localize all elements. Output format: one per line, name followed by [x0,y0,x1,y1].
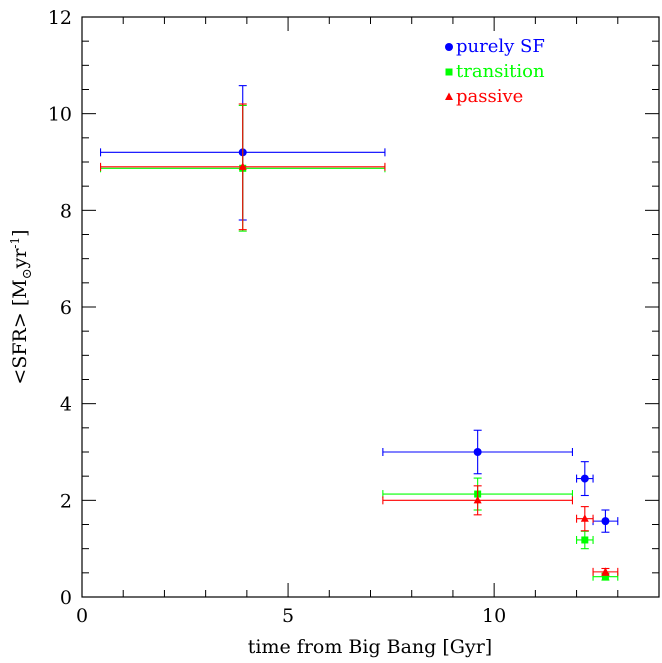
y-axis-title-close: ] [9,229,31,236]
data-marks [99,85,619,581]
legend-item-passive: passive [445,86,523,107]
series-passive [99,103,619,576]
y-tick-label: 8 [60,200,72,222]
plot-frame [81,16,660,598]
series-transition [99,104,619,581]
data-point-transition [576,530,594,550]
y-tick-label: 10 [48,104,72,126]
legend-item-transition: transition [445,61,545,82]
legend-label: purely SF [456,36,545,57]
legend-marker [445,43,453,51]
series-purely-sf [99,85,619,533]
x-tick-label: 10 [482,605,506,627]
y-axis-title-unit: yr [9,248,31,270]
point-marker [601,573,609,581]
data-point-purely-sf [382,429,574,475]
point-marker [238,162,247,170]
point-marker [473,448,482,456]
data-point-purely-sf [576,461,594,497]
point-marker [580,514,589,522]
x-axis-title: time from Big Bang [Gyr] [248,636,492,658]
y-axis-title: <SFR> [M⊙yr-1] [8,229,35,384]
point-marker [581,536,589,544]
axis-ticks [81,16,660,598]
y-tick-label: 12 [48,7,72,29]
legend-item-purely-sf: purely SF [445,36,545,57]
legend-marker [445,68,453,76]
data-point-passive [99,103,386,231]
data-point-passive [576,506,594,532]
x-tick-label: 0 [76,605,88,627]
data-point-passive [592,567,619,576]
legend: purely SF transition passive [445,36,545,107]
y-axis-title-sun-symbol: ⊙ [20,268,35,279]
x-tick-label: 5 [282,605,294,627]
legend-marker [445,92,453,100]
point-marker [601,517,610,526]
legend-label: passive [456,86,523,107]
point-marker [473,495,482,504]
point-marker [601,567,610,575]
point-marker [580,474,589,483]
y-axis-title-exponent: -1 [8,237,22,249]
y-tick-label: 2 [60,490,72,512]
y-tick-label: 4 [60,394,72,416]
legend-label: transition [456,61,545,82]
y-tick-label: 6 [60,297,72,319]
axis-tick-labels: 0 5 10 0 2 4 6 8 10 12 [48,7,506,627]
y-axis-title-main: <SFR> [M [9,279,31,384]
data-point-passive [382,485,574,516]
y-tick-label: 0 [60,587,72,609]
data-point-purely-sf [592,509,619,533]
